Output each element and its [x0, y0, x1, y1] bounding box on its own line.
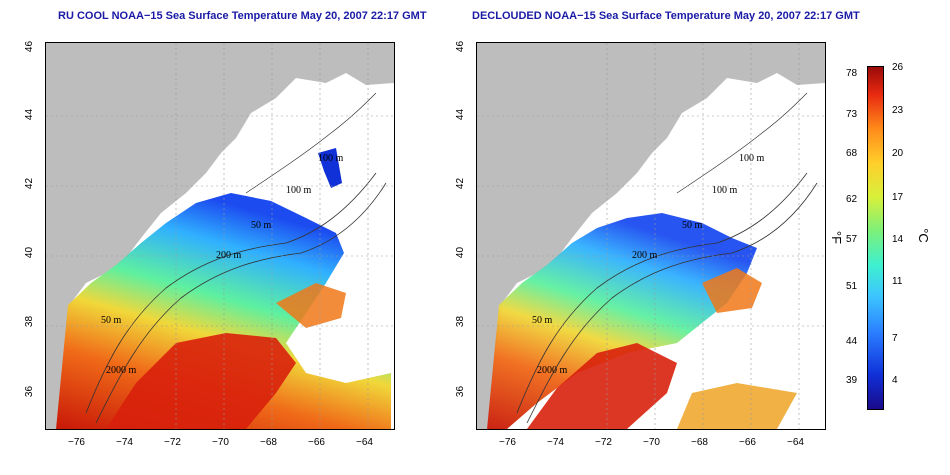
x-tick-label: −66 [308, 437, 325, 448]
fahrenheit-unit-label: °F [829, 230, 845, 245]
contour-label: 100 m [318, 153, 344, 164]
y-tick-label: 44 [24, 108, 36, 121]
colorbar-f-tick: 44 [846, 336, 858, 347]
warm-shelf [677, 383, 797, 429]
colorbar-f-tick: 39 [846, 375, 858, 386]
contour-label: 50 m [682, 220, 703, 231]
contour-line [676, 92, 808, 194]
cold-patch [318, 148, 342, 188]
land-mass [477, 43, 825, 429]
x-tick-label: −74 [116, 437, 133, 448]
y-tick-label: 46 [455, 40, 467, 53]
x-tick-label: −74 [547, 437, 564, 448]
contour-line [516, 172, 808, 414]
y-tick-label: 38 [24, 315, 36, 328]
colorbar-c-tick: 17 [892, 192, 904, 203]
y-tick-label: 44 [455, 108, 467, 121]
colorbar-f-tick: 73 [846, 109, 858, 120]
y-tick-label: 36 [24, 385, 36, 398]
y-tick-label: 36 [455, 385, 467, 398]
left-map-canvas: 100 m 100 m 50 m 200 m 50 m 2000 m [46, 43, 394, 429]
x-tick-label: −68 [691, 437, 708, 448]
contour-line [85, 172, 377, 414]
x-tick-label: −68 [260, 437, 277, 448]
y-tick-label: 40 [24, 246, 36, 259]
colorbar-c-tick: 7 [892, 333, 898, 344]
right-map-title: DECLOUDED NOAA−15 Sea Surface Temperatur… [472, 10, 860, 22]
y-tick-label: 38 [455, 315, 467, 328]
colorbar-c-tick: 4 [892, 375, 898, 386]
sst-field [487, 213, 757, 429]
colorbar-f-tick: 78 [846, 68, 858, 79]
colorbar-c-tick: 14 [892, 234, 904, 245]
x-tick-label: −70 [643, 437, 660, 448]
contour-label: 50 m [251, 220, 272, 231]
x-tick-label: −64 [356, 437, 373, 448]
colorbar-f-tick: 68 [846, 148, 858, 159]
contour-label: 50 m [532, 315, 553, 326]
contour-label: 100 m [712, 185, 738, 196]
contour-label: 100 m [739, 153, 765, 164]
colorbar-c-tick: 23 [892, 105, 904, 116]
y-tick-label: 40 [455, 246, 467, 259]
contour-label: 50 m [101, 315, 122, 326]
colorbar-c-tick: 26 [892, 62, 904, 73]
y-tick-label: 42 [24, 177, 36, 190]
x-tick-label: −66 [739, 437, 756, 448]
land-mass [46, 43, 394, 429]
colorbar-f-tick: 51 [846, 281, 858, 292]
contour-line [245, 92, 377, 194]
left-map-title: RU COOL NOAA−15 Sea Surface Temperature … [58, 10, 427, 22]
y-tick-label: 42 [455, 177, 467, 190]
right-map-canvas: 100 m 100 m 50 m 200 m 50 m 2000 m [477, 43, 825, 429]
contour-line [95, 182, 387, 424]
contour-label: 2000 m [106, 365, 137, 376]
contour-line [526, 182, 818, 424]
colorbar-f-tick: 57 [846, 234, 858, 245]
contour-label: 100 m [286, 185, 312, 196]
celsius-unit-label: °C [915, 228, 931, 243]
x-tick-label: −76 [68, 437, 85, 448]
sst-field [56, 193, 391, 429]
right-sst-map: 100 m 100 m 50 m 200 m 50 m 2000 m [476, 42, 826, 430]
colorbar-f-tick: 62 [846, 194, 858, 205]
x-tick-label: −76 [499, 437, 516, 448]
colorbar-c-tick: 11 [892, 276, 903, 287]
warm-eddy [276, 283, 346, 328]
warm-eddy [702, 268, 762, 313]
x-tick-label: −72 [595, 437, 612, 448]
warm-core [527, 343, 677, 429]
x-tick-label: −64 [787, 437, 804, 448]
warm-core [106, 333, 296, 429]
grid [477, 43, 825, 429]
contour-label: 200 m [632, 250, 658, 261]
y-tick-label: 46 [24, 40, 36, 53]
temperature-colorbar [867, 66, 884, 410]
grid [46, 43, 394, 429]
x-tick-label: −70 [212, 437, 229, 448]
contour-label: 200 m [216, 250, 242, 261]
left-sst-map: 100 m 100 m 50 m 200 m 50 m 2000 m [45, 42, 395, 430]
colorbar-c-tick: 20 [892, 148, 904, 159]
x-tick-label: −72 [164, 437, 181, 448]
contour-label: 2000 m [537, 365, 568, 376]
